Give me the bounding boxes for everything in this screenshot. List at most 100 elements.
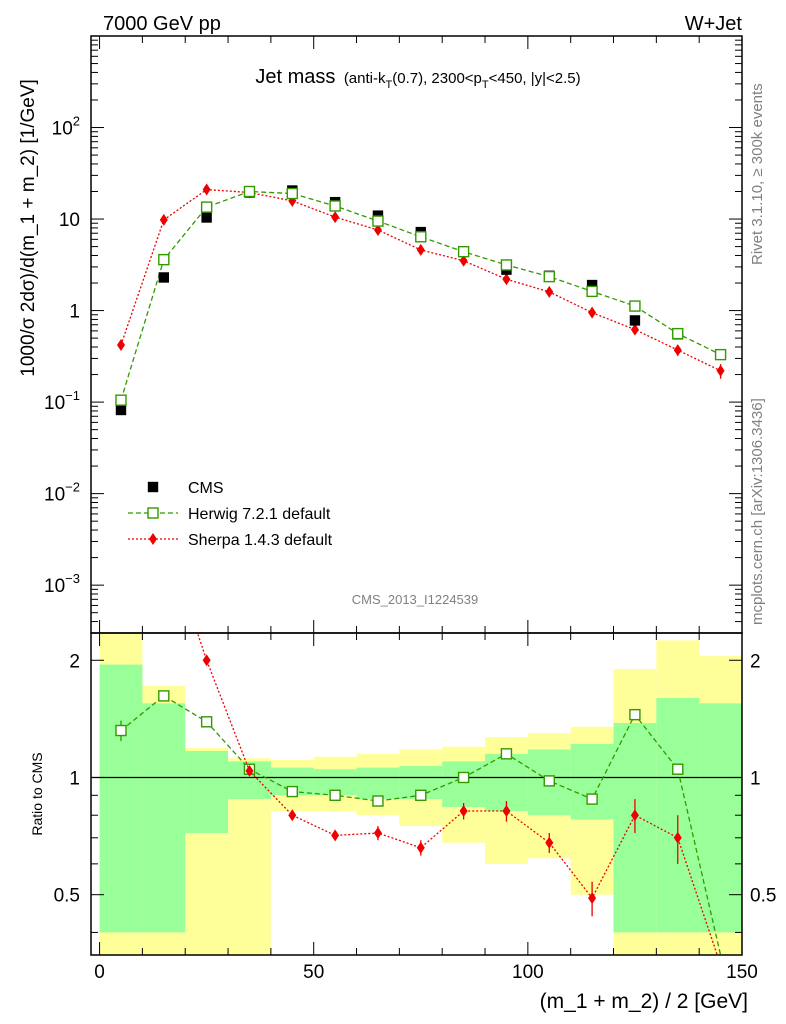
herwig-point xyxy=(243,185,256,198)
herwig-point xyxy=(286,187,298,200)
legend-sherpa-marker xyxy=(149,533,157,545)
inner-band-bin xyxy=(99,664,143,933)
herwig-ratio-point xyxy=(329,789,341,801)
sherpa-point xyxy=(716,364,725,377)
herwig-point xyxy=(714,348,727,361)
sherpa-ratio-point xyxy=(245,764,254,777)
herwig-point xyxy=(415,231,427,243)
herwig-ratio-point xyxy=(586,793,598,805)
cms-point xyxy=(158,272,170,283)
process-label: W+Jet xyxy=(685,13,743,35)
y-tick-exponent: 2 xyxy=(73,114,80,129)
herwig-point xyxy=(500,259,513,271)
sherpa-point xyxy=(673,344,682,357)
herwig-point xyxy=(200,201,213,213)
herwig-ratio-point xyxy=(672,763,684,775)
y-tick-exponent: −2 xyxy=(65,480,80,495)
herwig-ratio-point xyxy=(415,789,427,801)
chart-title-detail-2: (0.7), 2300<p xyxy=(392,70,482,87)
herwig-ratio-point xyxy=(543,775,555,787)
ratio-tick-label-left: 1 xyxy=(69,768,80,789)
y-axis-label: 1000/σ 2dσ)/d(m_1 + m_2) [1/GeV] xyxy=(18,79,39,377)
ratio-tick-label-left: 0.5 xyxy=(54,886,80,907)
herwig-ratio-point xyxy=(286,785,298,798)
legend: CMS Herwig 7.2.1 default Sherpa 1.4.3 defa… xyxy=(128,480,333,549)
sherpa-ratio-point xyxy=(288,809,297,822)
y-tick-label: 10 xyxy=(59,210,80,231)
herwig-point xyxy=(115,394,127,406)
herwig-point xyxy=(586,285,598,298)
sherpa-point xyxy=(545,285,554,298)
sherpa-point xyxy=(588,306,597,319)
y-tick-label: 1 xyxy=(69,302,80,323)
cms-point xyxy=(201,212,212,223)
y-tick-label: 10−2 xyxy=(44,480,80,506)
herwig-ratio-point xyxy=(372,795,384,807)
legend-cms-marker xyxy=(147,481,159,493)
cms-point xyxy=(115,404,127,416)
herwig-line xyxy=(120,190,721,401)
chart-title-main: Jet mass xyxy=(255,66,335,88)
y-tick-label: 10−3 xyxy=(44,571,80,597)
sherpa-point xyxy=(202,183,211,196)
sherpa-ratio-point xyxy=(673,831,682,844)
ratio-tick-label-right: 1 xyxy=(750,768,761,789)
cms-point xyxy=(716,636,725,645)
legend-herwig-marker xyxy=(147,507,159,519)
axes-frame xyxy=(90,35,743,956)
sherpa-point xyxy=(373,223,382,236)
analysis-id-label: CMS_2013_I1224539 xyxy=(352,592,479,607)
sherpa-ratio-point xyxy=(373,827,382,840)
ratio-axis-label: Ratio to CMS xyxy=(29,752,45,835)
herwig-point xyxy=(158,253,170,266)
ratio-tick-label-right: 2 xyxy=(750,651,761,672)
sherpa-point xyxy=(459,254,468,267)
herwig-ratio-point xyxy=(457,771,470,784)
inner-band-bin xyxy=(699,703,742,933)
y-tick-base: 10 xyxy=(59,210,80,231)
herwig-ratio-point xyxy=(158,690,170,702)
inner-band-bin xyxy=(142,703,186,933)
y-tick-exponent: −1 xyxy=(65,388,80,403)
herwig-point xyxy=(329,200,341,212)
x-tick-label: 50 xyxy=(303,962,324,983)
sherpa-point xyxy=(116,339,125,352)
sherpa-ratio-point xyxy=(502,805,511,818)
chart-title-detail-1: (anti-k xyxy=(344,70,386,87)
herwig-ratio-point xyxy=(629,708,641,721)
herwig-ratio-point xyxy=(500,748,513,760)
herwig-ratio-point xyxy=(200,716,213,728)
x-tick-label: 100 xyxy=(512,962,544,983)
legend-label: CMS xyxy=(188,480,224,497)
x-tick-label: 150 xyxy=(726,962,758,983)
inner-band-bin xyxy=(356,767,400,800)
y-tick-base: 10 xyxy=(44,485,65,506)
rivet-version-label: Rivet 3.1.10, ≥ 300k events xyxy=(749,83,766,265)
y-tick-base: 10 xyxy=(52,119,73,140)
cms-point xyxy=(629,315,641,326)
legend-label: Herwig 7.2.1 default xyxy=(188,506,331,523)
ratio-panel-frame xyxy=(90,632,743,956)
y-tick-label: 10−1 xyxy=(44,388,80,414)
herwig-point xyxy=(629,300,641,312)
herwig-point xyxy=(372,215,384,227)
ratio-series xyxy=(115,633,722,955)
chart-title-sub-1: T xyxy=(386,79,393,91)
chart-title: Jet mass (anti-kT(0.7), 2300<pT<450, |y|… xyxy=(255,66,580,91)
herwig-point xyxy=(672,327,684,340)
ratio-tick-label-left: 2 xyxy=(69,651,80,672)
y-tick-base: 10 xyxy=(44,393,65,414)
sherpa-ratio-point xyxy=(545,836,554,849)
y-tick-label: 102 xyxy=(52,114,80,140)
mcplots-label: mcplots.cern.ch [arXiv:1306.3436] xyxy=(749,398,766,625)
sherpa-ratio-point xyxy=(202,654,211,667)
sherpa-ratio-point xyxy=(416,841,425,854)
chart-title-detail-3: <450, |y|<2.5) xyxy=(489,70,581,87)
sherpa-point xyxy=(502,273,511,286)
inner-band-bin xyxy=(570,743,614,820)
inner-band-bin xyxy=(185,750,229,834)
sherpa-point xyxy=(630,323,639,336)
sherpa-ratio-point xyxy=(331,829,340,842)
x-axis-label: (m_1 + m_2) / 2 [GeV] xyxy=(540,990,748,1013)
